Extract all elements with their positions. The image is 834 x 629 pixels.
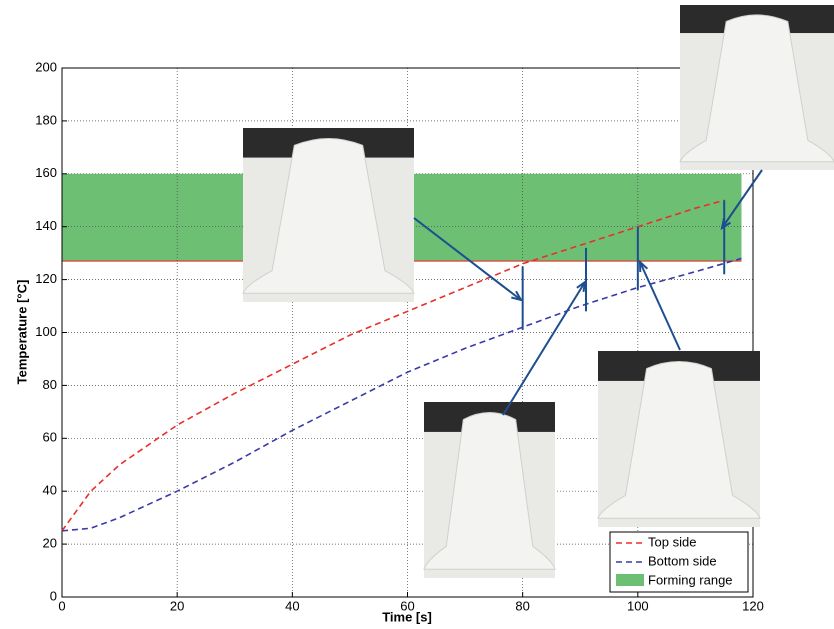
x-tick-label: 60: [400, 598, 414, 613]
arrow: [639, 261, 681, 351]
x-tick-label: 20: [170, 598, 184, 613]
arrow-head: [638, 259, 649, 273]
photo-cup: [597, 361, 761, 519]
arrow: [502, 281, 586, 416]
y-tick-label: 0: [50, 588, 57, 603]
legend-label: Bottom side: [648, 553, 717, 568]
arrow: [413, 217, 522, 301]
photo: [423, 402, 556, 578]
arrow-head: [720, 218, 731, 231]
y-tick-label: 120: [35, 271, 57, 286]
y-axis-label: Temperature [°C]: [14, 280, 29, 385]
legend-swatch: [616, 574, 644, 586]
y-tick-label: 160: [35, 165, 57, 180]
y-tick-label: 40: [43, 483, 57, 498]
x-tick-label: 100: [627, 598, 649, 613]
y-tick-label: 200: [35, 59, 57, 74]
photo: [679, 5, 834, 170]
arrow-head: [576, 279, 587, 293]
y-tick-label: 100: [35, 324, 57, 339]
x-tick-label: 80: [515, 598, 529, 613]
legend-label: Forming range: [648, 572, 733, 587]
y-tick-label: 60: [43, 430, 57, 445]
series-line: [61, 257, 742, 532]
photo: [242, 128, 415, 302]
photo-cup: [423, 412, 556, 570]
photo: [597, 351, 761, 527]
y-tick-label: 20: [43, 536, 57, 551]
x-tick-label: 120: [742, 598, 764, 613]
legend-label: Top side: [648, 534, 696, 549]
photo-cup: [679, 14, 834, 163]
y-tick-label: 180: [35, 112, 57, 127]
series-line: [61, 199, 725, 532]
y-tick-label: 80: [43, 377, 57, 392]
photo-cup: [242, 138, 415, 294]
plot-frame: [61, 67, 754, 598]
x-axis-label: Time [s]: [382, 609, 432, 624]
arrow: [721, 169, 763, 229]
x-tick-label: 40: [285, 598, 299, 613]
arrow-head: [511, 290, 524, 302]
y-tick-label: 140: [35, 218, 57, 233]
x-tick-label: 0: [58, 598, 65, 613]
